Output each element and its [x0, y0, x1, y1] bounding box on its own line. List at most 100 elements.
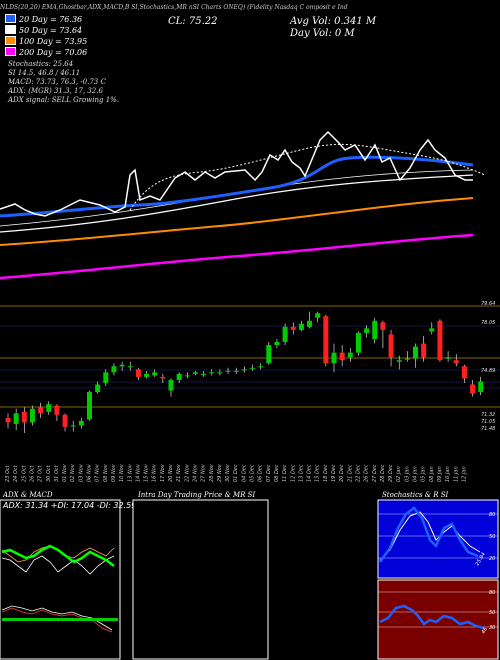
legend-ema100: 100 Day = 73.95 [5, 36, 87, 46]
candle-body [258, 366, 264, 368]
candle-body [119, 364, 125, 367]
ema50-line [0, 174, 474, 233]
date-label: 11 Jan [453, 466, 459, 482]
adx-plus-di-line [1, 545, 115, 563]
adx-line [1, 544, 115, 567]
stoch-level-80: 80 [489, 512, 495, 518]
candle-body [217, 372, 223, 374]
candle-body [225, 370, 231, 372]
candle-body [38, 407, 44, 414]
price-label-5: 71.05 [481, 419, 495, 425]
main-chart: 79.64 78.05 74.89 71.32 71.05 71.48 23 O… [0, 130, 500, 482]
date-label: 27 Oct [38, 464, 44, 482]
ema200-label: 200 Day = 70.06 [19, 48, 88, 57]
candle-body [274, 342, 280, 346]
date-label: 12 Dec [290, 464, 296, 482]
date-label: 24 Oct [13, 464, 19, 482]
date-label: 10 Jan [445, 466, 451, 482]
candle-body [355, 332, 361, 353]
candle-body [62, 414, 68, 427]
candle-body [315, 313, 321, 318]
candle-body [453, 360, 459, 364]
date-label: 12 Jan [461, 466, 467, 482]
date-labels: 23 Oct 24 Oct 25 Oct 26 Oct 27 Oct 30 Oct 31 O… [5, 463, 467, 482]
date-label: 18 Dec [323, 464, 329, 482]
price-label-2: 78.05 [481, 320, 495, 326]
candle-body [95, 384, 101, 393]
date-label: 07 Dec [266, 464, 272, 482]
price-label-6: 71.48 [481, 426, 495, 432]
candle-body [421, 343, 427, 358]
chart-header: NLDS(20,20) EMA,Ghostbar,ADX,MACD,B SI,S… [0, 4, 348, 11]
si-level-30: 30 [489, 625, 495, 631]
stoch-panel [377, 499, 499, 579]
si-value: 46 [481, 626, 489, 635]
ema20-swatch [5, 14, 16, 23]
ema100-swatch [5, 36, 16, 45]
candle-body [209, 372, 215, 374]
candle-body [5, 417, 11, 423]
date-label: 14 Nov [135, 463, 141, 482]
legend-ema20: 20 Day = 76.36 [5, 14, 82, 24]
si-level-80: 80 [489, 590, 495, 596]
date-label: 22 Dec [355, 464, 361, 482]
candle-body [298, 323, 304, 330]
candle-body [160, 376, 166, 379]
date-label: 09 Jan [437, 466, 443, 482]
price-label-4: 71.32 [481, 412, 495, 418]
intraday-panel-title: Intra Day Trading Price & MR SI [138, 491, 256, 499]
candle-body [111, 366, 117, 373]
date-label: 26 Oct [29, 464, 35, 482]
candle-body [241, 369, 247, 371]
candle-body [396, 360, 402, 362]
stoch-k-line [378, 506, 479, 563]
candle-body [201, 373, 207, 375]
date-label: 16 Nov [152, 463, 158, 482]
date-label: 20 Nov [168, 463, 174, 482]
date-label: 01 Nov [62, 463, 68, 482]
date-label: 30 Nov [225, 463, 231, 482]
date-label: 05 Dec [250, 464, 256, 482]
date-label: 23 Oct [5, 464, 11, 482]
date-label: 11 Dec [282, 464, 288, 482]
candle-body [404, 358, 410, 360]
stoch-panel-title: Stochastics & R SI [382, 491, 449, 499]
price-label-1: 79.64 [481, 301, 495, 307]
ema50-label: 50 Day = 73.64 [19, 26, 83, 35]
candle-body [233, 370, 239, 372]
legend-ema50: 50 Day = 73.64 [5, 25, 82, 35]
candle-body [70, 425, 76, 427]
date-label: 20 Dec [339, 464, 345, 482]
date-label: 19 Dec [331, 464, 337, 482]
candle-body [127, 366, 133, 368]
intraday-panel [132, 499, 269, 660]
candle-body [192, 372, 198, 374]
date-label: 10 Nov [119, 463, 125, 482]
candle-body [21, 411, 27, 423]
close-price: CL: 75.22 [168, 16, 218, 27]
day-volume: Day Vol: 0 M [290, 28, 355, 39]
date-label: 30 Oct [46, 464, 52, 482]
macd-line [1, 607, 113, 633]
candle-body [478, 381, 484, 393]
stoch-level-50: 50 [489, 534, 495, 540]
candle-body [290, 326, 296, 330]
candle-body [46, 404, 52, 412]
adx-minus-di-line [1, 555, 115, 575]
candle-body [54, 405, 60, 415]
date-label: 15 Dec [315, 464, 321, 482]
date-label: 14 Dec [307, 464, 313, 482]
date-label: 05 Jan [421, 466, 427, 482]
price-line [0, 130, 473, 217]
candles-group [5, 311, 484, 434]
date-label: 02 Nov [70, 463, 76, 482]
candle-body [103, 372, 109, 383]
date-label: 13 Dec [298, 464, 304, 482]
stoch-d-line [379, 511, 481, 561]
price-label-3: 74.89 [481, 368, 495, 374]
date-label: 04 Jan [413, 466, 419, 482]
info-si: SI 14.5, 46.8 / 46.11 [8, 69, 81, 77]
date-label: 28 Dec [380, 464, 386, 482]
candle-body [364, 328, 370, 333]
adx-panel [0, 499, 121, 660]
